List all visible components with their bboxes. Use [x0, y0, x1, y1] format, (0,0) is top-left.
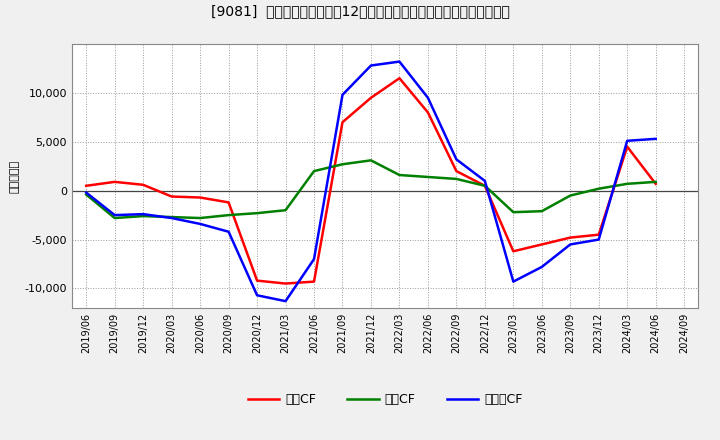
投賃CF: [452, 176, 461, 182]
フリーCF: [423, 95, 432, 100]
営業CF: [196, 195, 204, 200]
フリーCF: [623, 138, 631, 143]
投賃CF: [395, 172, 404, 178]
フリーCF: [110, 213, 119, 218]
投賃CF: [196, 216, 204, 221]
営業CF: [110, 179, 119, 184]
フリーCF: [225, 229, 233, 235]
営業CF: [253, 278, 261, 283]
営業CF: [595, 232, 603, 237]
フリーCF: [253, 293, 261, 298]
営業CF: [338, 120, 347, 125]
営業CF: [167, 194, 176, 199]
営業CF: [423, 110, 432, 115]
フリーCF: [652, 136, 660, 142]
投賃CF: [595, 186, 603, 191]
営業CF: [225, 200, 233, 205]
Y-axis label: （百万円）: （百万円）: [9, 159, 19, 193]
営業CF: [652, 181, 660, 187]
投賃CF: [480, 183, 489, 188]
営業CF: [480, 183, 489, 188]
投賃CF: [623, 181, 631, 187]
投賃CF: [82, 192, 91, 197]
フリーCF: [480, 178, 489, 183]
投賃CF: [225, 213, 233, 218]
営業CF: [310, 279, 318, 284]
営業CF: [395, 76, 404, 81]
投賃CF: [366, 158, 375, 163]
フリーCF: [537, 264, 546, 270]
フリーCF: [509, 279, 518, 284]
投賃CF: [167, 214, 176, 220]
投賃CF: [310, 169, 318, 174]
投賃CF: [423, 174, 432, 180]
営業CF: [82, 183, 91, 188]
営業CF: [623, 144, 631, 149]
Line: 営業CF: 営業CF: [86, 78, 656, 283]
フリーCF: [366, 63, 375, 68]
営業CF: [282, 281, 290, 286]
Line: フリーCF: フリーCF: [86, 62, 656, 301]
投賃CF: [537, 209, 546, 214]
フリーCF: [310, 257, 318, 262]
フリーCF: [139, 212, 148, 217]
フリーCF: [82, 190, 91, 195]
投賃CF: [566, 193, 575, 198]
フリーCF: [395, 59, 404, 64]
営業CF: [537, 242, 546, 247]
営業CF: [139, 182, 148, 187]
投賃CF: [110, 216, 119, 221]
フリーCF: [167, 216, 176, 221]
営業CF: [366, 95, 375, 100]
フリーCF: [338, 92, 347, 98]
投賃CF: [282, 208, 290, 213]
投賃CF: [253, 210, 261, 216]
営業CF: [452, 169, 461, 174]
Text: [9081]  キャッシュフローの12か月移動合計の対前年同期増減額の推移: [9081] キャッシュフローの12か月移動合計の対前年同期増減額の推移: [210, 4, 510, 18]
フリーCF: [595, 237, 603, 242]
Line: 投賃CF: 投賃CF: [86, 160, 656, 218]
投賃CF: [509, 209, 518, 215]
Legend: 営業CF, 投賃CF, フリーCF: 営業CF, 投賃CF, フリーCF: [243, 388, 528, 411]
投賃CF: [652, 179, 660, 184]
投賃CF: [338, 161, 347, 167]
フリーCF: [566, 242, 575, 247]
フリーCF: [196, 221, 204, 227]
フリーCF: [452, 157, 461, 162]
フリーCF: [282, 298, 290, 304]
営業CF: [509, 249, 518, 254]
投賃CF: [139, 213, 148, 219]
営業CF: [566, 235, 575, 240]
